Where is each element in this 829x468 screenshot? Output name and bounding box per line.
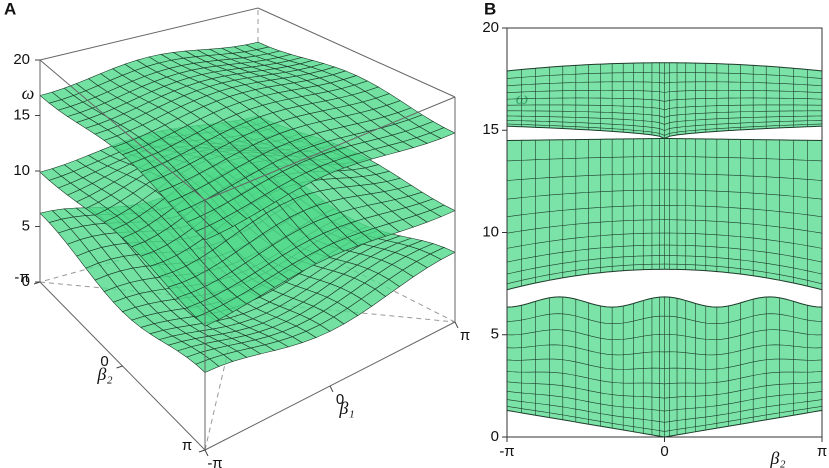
y-tick-label: 5	[491, 326, 499, 343]
y-tick	[198, 449, 206, 453]
box-edge	[204, 96, 456, 201]
box-edge	[257, 7, 456, 98]
box-edge	[39, 7, 259, 61]
z-tick-label: 15	[13, 106, 30, 123]
z-tick-label: 5	[22, 217, 30, 234]
box-edge	[39, 59, 206, 201]
z-tick-label: 10	[13, 162, 30, 179]
bands	[506, 62, 823, 438]
x-axis-label: β₁	[338, 398, 354, 418]
x-tick-label: π	[460, 327, 470, 344]
x-tick-label: 0	[336, 391, 344, 408]
z-axis-label: ω	[22, 83, 35, 103]
panel-label: A	[4, 0, 16, 18]
y-tick	[116, 365, 123, 369]
y-tick-label: 0	[491, 428, 499, 445]
x-tick-label: -π	[499, 443, 514, 460]
x-axis-label: β₂	[769, 448, 785, 468]
surfaces	[39, 41, 456, 373]
y-tick-label: 20	[482, 19, 499, 36]
z-tick-label: 0	[22, 273, 30, 290]
y-tick	[33, 281, 41, 285]
y-tick-label: π	[182, 437, 192, 454]
x-tick-label: 0	[660, 443, 668, 460]
y-tick-label: 10	[482, 223, 499, 240]
y-tick-label: 15	[482, 121, 499, 138]
y-axis-label: β₂	[96, 364, 112, 384]
y-tick-label: -π	[14, 269, 29, 286]
x-tick-label: -π	[207, 455, 222, 468]
panel-label: B	[484, 0, 496, 18]
x-tick	[454, 321, 459, 329]
x-tick	[204, 449, 209, 457]
x-tick-label: π	[817, 443, 827, 460]
x-tick	[329, 385, 334, 393]
y-tick-label: 0	[100, 353, 108, 370]
z-tick-label: 20	[13, 51, 30, 68]
